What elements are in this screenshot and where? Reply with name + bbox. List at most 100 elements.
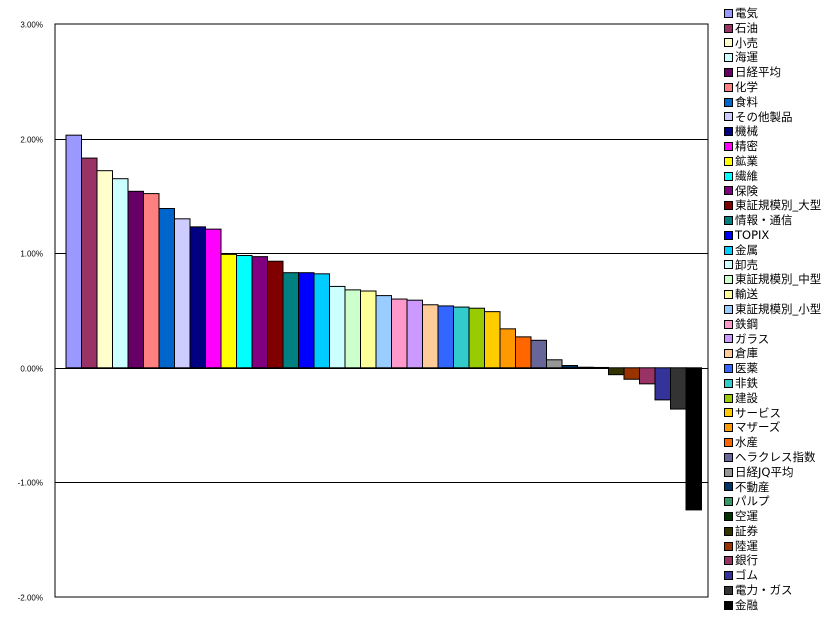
legend-item: その他製品 bbox=[724, 110, 821, 125]
legend-swatch bbox=[724, 53, 733, 63]
legend-label: 繊維 bbox=[735, 168, 758, 183]
legend-swatch bbox=[724, 8, 733, 18]
legend-swatch bbox=[724, 186, 733, 196]
bar-14 bbox=[267, 260, 284, 369]
legend-label: 非鉄 bbox=[735, 375, 758, 390]
bar-21 bbox=[375, 295, 392, 369]
legend-swatch bbox=[724, 127, 733, 137]
legend-swatch bbox=[724, 408, 733, 418]
legend-swatch bbox=[724, 216, 733, 226]
bar-27 bbox=[468, 307, 485, 369]
bar-8 bbox=[174, 218, 191, 369]
bar-20 bbox=[360, 290, 377, 369]
bar-3 bbox=[96, 170, 113, 369]
legend-swatch bbox=[724, 319, 733, 329]
bar-34 bbox=[577, 366, 594, 369]
y-tick-label: 0.00% bbox=[20, 365, 43, 374]
legend-label: サービス bbox=[735, 405, 781, 420]
legend-label: 電力・ガス bbox=[735, 583, 793, 598]
legend-swatch bbox=[724, 23, 733, 33]
legend-item: マザーズ bbox=[724, 420, 821, 435]
legend-item: 日経JQ平均 bbox=[724, 465, 821, 480]
legend-label: 不動産 bbox=[735, 479, 770, 494]
legend-item: 鉱業 bbox=[724, 154, 821, 169]
legend-item: 建設 bbox=[724, 391, 821, 406]
legend-swatch bbox=[724, 245, 733, 255]
legend-item: 卸売 bbox=[724, 258, 821, 273]
legend-item: 東証規模別_大型 bbox=[724, 198, 821, 213]
bar-4 bbox=[112, 178, 129, 369]
bar-28 bbox=[484, 311, 501, 369]
legend-item: 証券 bbox=[724, 524, 821, 539]
bar-10 bbox=[205, 228, 222, 369]
legend-label: 石油 bbox=[735, 20, 758, 35]
bar-29 bbox=[499, 328, 516, 369]
legend-label: 鉱業 bbox=[735, 153, 758, 168]
bar-6 bbox=[143, 193, 160, 369]
legend-item: 不動産 bbox=[724, 480, 821, 495]
y-tick-label: 1.00% bbox=[20, 250, 43, 259]
legend-swatch bbox=[724, 290, 733, 300]
legend-item: 倉庫 bbox=[724, 346, 821, 361]
bar-23 bbox=[406, 299, 423, 369]
bar-25 bbox=[437, 305, 454, 369]
legend-item: 化学 bbox=[724, 80, 821, 95]
legend-swatch bbox=[724, 600, 733, 610]
bar-40 bbox=[670, 367, 687, 410]
legend-swatch bbox=[724, 438, 733, 447]
bar-2 bbox=[81, 157, 98, 369]
legend-swatch bbox=[724, 142, 733, 152]
legend-label: 倉庫 bbox=[735, 346, 758, 361]
legend-item: 金融 bbox=[724, 598, 821, 613]
legend-label: 精密 bbox=[735, 139, 758, 154]
bar-24 bbox=[422, 304, 439, 369]
legend-swatch bbox=[724, 526, 733, 536]
legend-swatch bbox=[724, 452, 733, 462]
legend-label: 輸送 bbox=[735, 287, 758, 302]
legend-swatch bbox=[724, 482, 733, 492]
legend-item: 情報・通信 bbox=[724, 213, 821, 228]
legend-label: 東証規模別_中型 bbox=[735, 272, 822, 287]
legend-swatch bbox=[724, 201, 733, 211]
legend-label: 建設 bbox=[735, 390, 758, 405]
bar-17 bbox=[313, 273, 330, 369]
legend-label: その他製品 bbox=[735, 109, 793, 124]
bar-9 bbox=[189, 226, 206, 369]
legend-item: 食料 bbox=[724, 95, 821, 110]
legend-label: 卸売 bbox=[735, 257, 758, 272]
legend-label: 空運 bbox=[735, 509, 758, 524]
y-tick-label: -1.00% bbox=[18, 479, 43, 488]
bar-12 bbox=[236, 254, 253, 369]
legend-label: 海運 bbox=[735, 50, 758, 65]
bar-16 bbox=[298, 272, 315, 369]
legend-swatch bbox=[724, 334, 733, 344]
legend-item: 鉄鋼 bbox=[724, 317, 821, 332]
legend-swatch bbox=[724, 585, 733, 595]
legend-label: 金属 bbox=[735, 242, 758, 257]
legend-item: 金属 bbox=[724, 243, 821, 258]
legend-label: 情報・通信 bbox=[735, 213, 793, 228]
legend-label: ヘラクレス指数 bbox=[735, 449, 816, 464]
bar-39 bbox=[654, 367, 671, 401]
legend-swatch bbox=[724, 556, 733, 566]
legend-swatch bbox=[724, 511, 733, 521]
legend-swatch bbox=[724, 68, 733, 78]
legend-label: 電気 bbox=[735, 6, 758, 20]
legend-item: 東証規模別_小型 bbox=[724, 302, 821, 317]
legend-item: 電気 bbox=[724, 6, 821, 21]
legend-item: 銀行 bbox=[724, 553, 821, 568]
legend-label: 鉄鋼 bbox=[735, 316, 758, 331]
legend-label: ガラス bbox=[735, 331, 770, 346]
legend-label: 化学 bbox=[735, 79, 758, 94]
bar-15 bbox=[282, 272, 299, 369]
bar-18 bbox=[329, 285, 346, 369]
bar-19 bbox=[344, 289, 361, 369]
legend-label: 証券 bbox=[735, 523, 758, 538]
legend-swatch bbox=[724, 97, 733, 107]
legend-swatch bbox=[724, 497, 733, 507]
legend-label: 医薬 bbox=[735, 361, 758, 376]
legend-item: 日経平均 bbox=[724, 65, 821, 80]
bar-5 bbox=[127, 190, 144, 369]
legend-item: ゴム bbox=[724, 568, 821, 583]
legend-item: 医薬 bbox=[724, 361, 821, 376]
